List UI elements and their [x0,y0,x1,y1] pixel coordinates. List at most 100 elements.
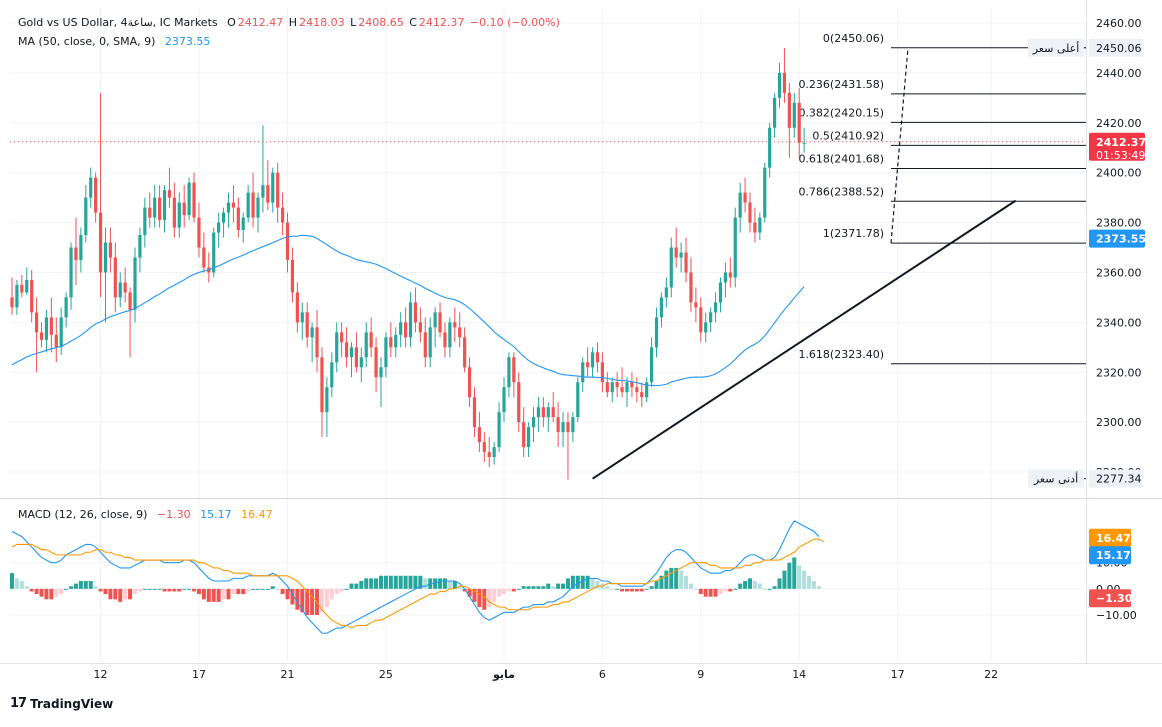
candle[interactable] [69,242,73,310]
candle[interactable] [138,227,142,273]
candle[interactable] [241,212,245,243]
trendline[interactable] [592,199,1017,480]
candle[interactable] [251,172,255,228]
candle[interactable] [600,352,604,393]
candle[interactable] [408,292,413,348]
ma-legend[interactable]: MA (50, close, 0, SMA, 9) 2373.55 [18,35,212,48]
candle[interactable] [192,172,196,223]
candle[interactable] [295,282,299,333]
candle[interactable] [502,377,506,423]
candle[interactable] [497,402,501,453]
candle[interactable] [15,279,19,315]
ma-50-line[interactable] [11,234,805,387]
candle[interactable] [315,309,319,373]
candle[interactable] [197,202,201,258]
candle[interactable] [162,185,167,233]
candle[interactable] [221,207,226,238]
candle[interactable] [340,322,344,358]
candle[interactable] [418,307,422,343]
ma-value-tag[interactable] [1089,229,1145,248]
candle[interactable] [669,237,673,298]
candle[interactable] [541,397,545,428]
candle[interactable] [108,227,112,273]
candle[interactable] [748,192,752,233]
candle[interactable] [64,292,68,328]
candle[interactable] [536,397,541,433]
candle[interactable] [187,177,191,221]
candle[interactable] [615,372,619,398]
candle[interactable] [527,422,531,458]
candle[interactable] [30,269,34,323]
candle[interactable] [74,217,78,285]
candle[interactable] [433,307,437,348]
candle[interactable] [650,337,654,388]
candle[interactable] [581,357,585,393]
candle[interactable] [364,322,368,368]
candle[interactable] [679,242,683,273]
candle[interactable] [300,302,304,340]
candle[interactable] [103,227,108,323]
candle[interactable] [84,185,88,243]
candle[interactable] [546,402,550,433]
candle[interactable] [792,92,796,138]
candle[interactable] [713,292,718,323]
candle[interactable] [98,92,103,298]
candle[interactable] [512,352,516,398]
candle[interactable] [384,332,388,378]
candle[interactable] [482,432,486,463]
candle[interactable] [566,412,570,480]
candle[interactable] [394,327,398,358]
candle[interactable] [330,352,334,398]
candle[interactable] [531,407,536,443]
macd-signal-value-tag[interactable] [1089,528,1131,547]
candle[interactable] [25,267,29,295]
macd-value-tag[interactable] [1089,546,1131,565]
candle[interactable] [551,392,555,423]
symbol-title[interactable]: Gold vs US Dollar, 4ساعة, IC Markets [18,16,218,29]
current-price-tag[interactable] [1089,132,1145,161]
candle[interactable] [802,127,806,153]
candle[interactable] [59,307,63,355]
candle[interactable] [487,437,491,468]
candle[interactable] [167,167,172,208]
candle[interactable] [207,252,211,283]
candle[interactable] [758,212,762,241]
candle[interactable] [113,242,117,313]
candle[interactable] [753,207,757,243]
candle[interactable] [143,197,147,248]
candle[interactable] [689,257,693,313]
candle[interactable] [153,185,157,228]
macd-legend[interactable]: MACD (12, 26, close, 9) −1.30 15.17 16.4… [18,508,275,521]
candle[interactable] [674,227,678,268]
candle[interactable] [325,377,329,438]
candle[interactable] [276,162,280,223]
candle[interactable] [684,237,688,283]
candle[interactable] [354,332,358,373]
candle[interactable] [172,182,176,238]
candle[interactable] [271,167,275,213]
candle[interactable] [699,297,703,343]
candle[interactable] [571,412,575,443]
candle[interactable] [467,357,472,408]
candle[interactable] [374,337,378,393]
candle[interactable] [694,287,698,323]
candle[interactable] [35,297,39,373]
candle[interactable] [226,192,231,228]
candle[interactable] [782,47,787,103]
candle[interactable] [261,125,265,213]
candle[interactable] [246,185,250,223]
candle[interactable] [768,122,772,178]
candle[interactable] [556,402,560,448]
candle[interactable] [118,272,122,308]
candle[interactable] [645,377,649,403]
candle[interactable] [610,377,614,403]
candle[interactable] [349,342,354,378]
candle[interactable] [448,317,452,358]
candle[interactable] [281,192,285,236]
candle[interactable] [79,227,83,273]
candle[interactable] [359,347,363,383]
candle[interactable] [733,207,737,288]
candle[interactable] [320,347,324,438]
candle[interactable] [344,327,349,368]
candle[interactable] [576,377,580,423]
